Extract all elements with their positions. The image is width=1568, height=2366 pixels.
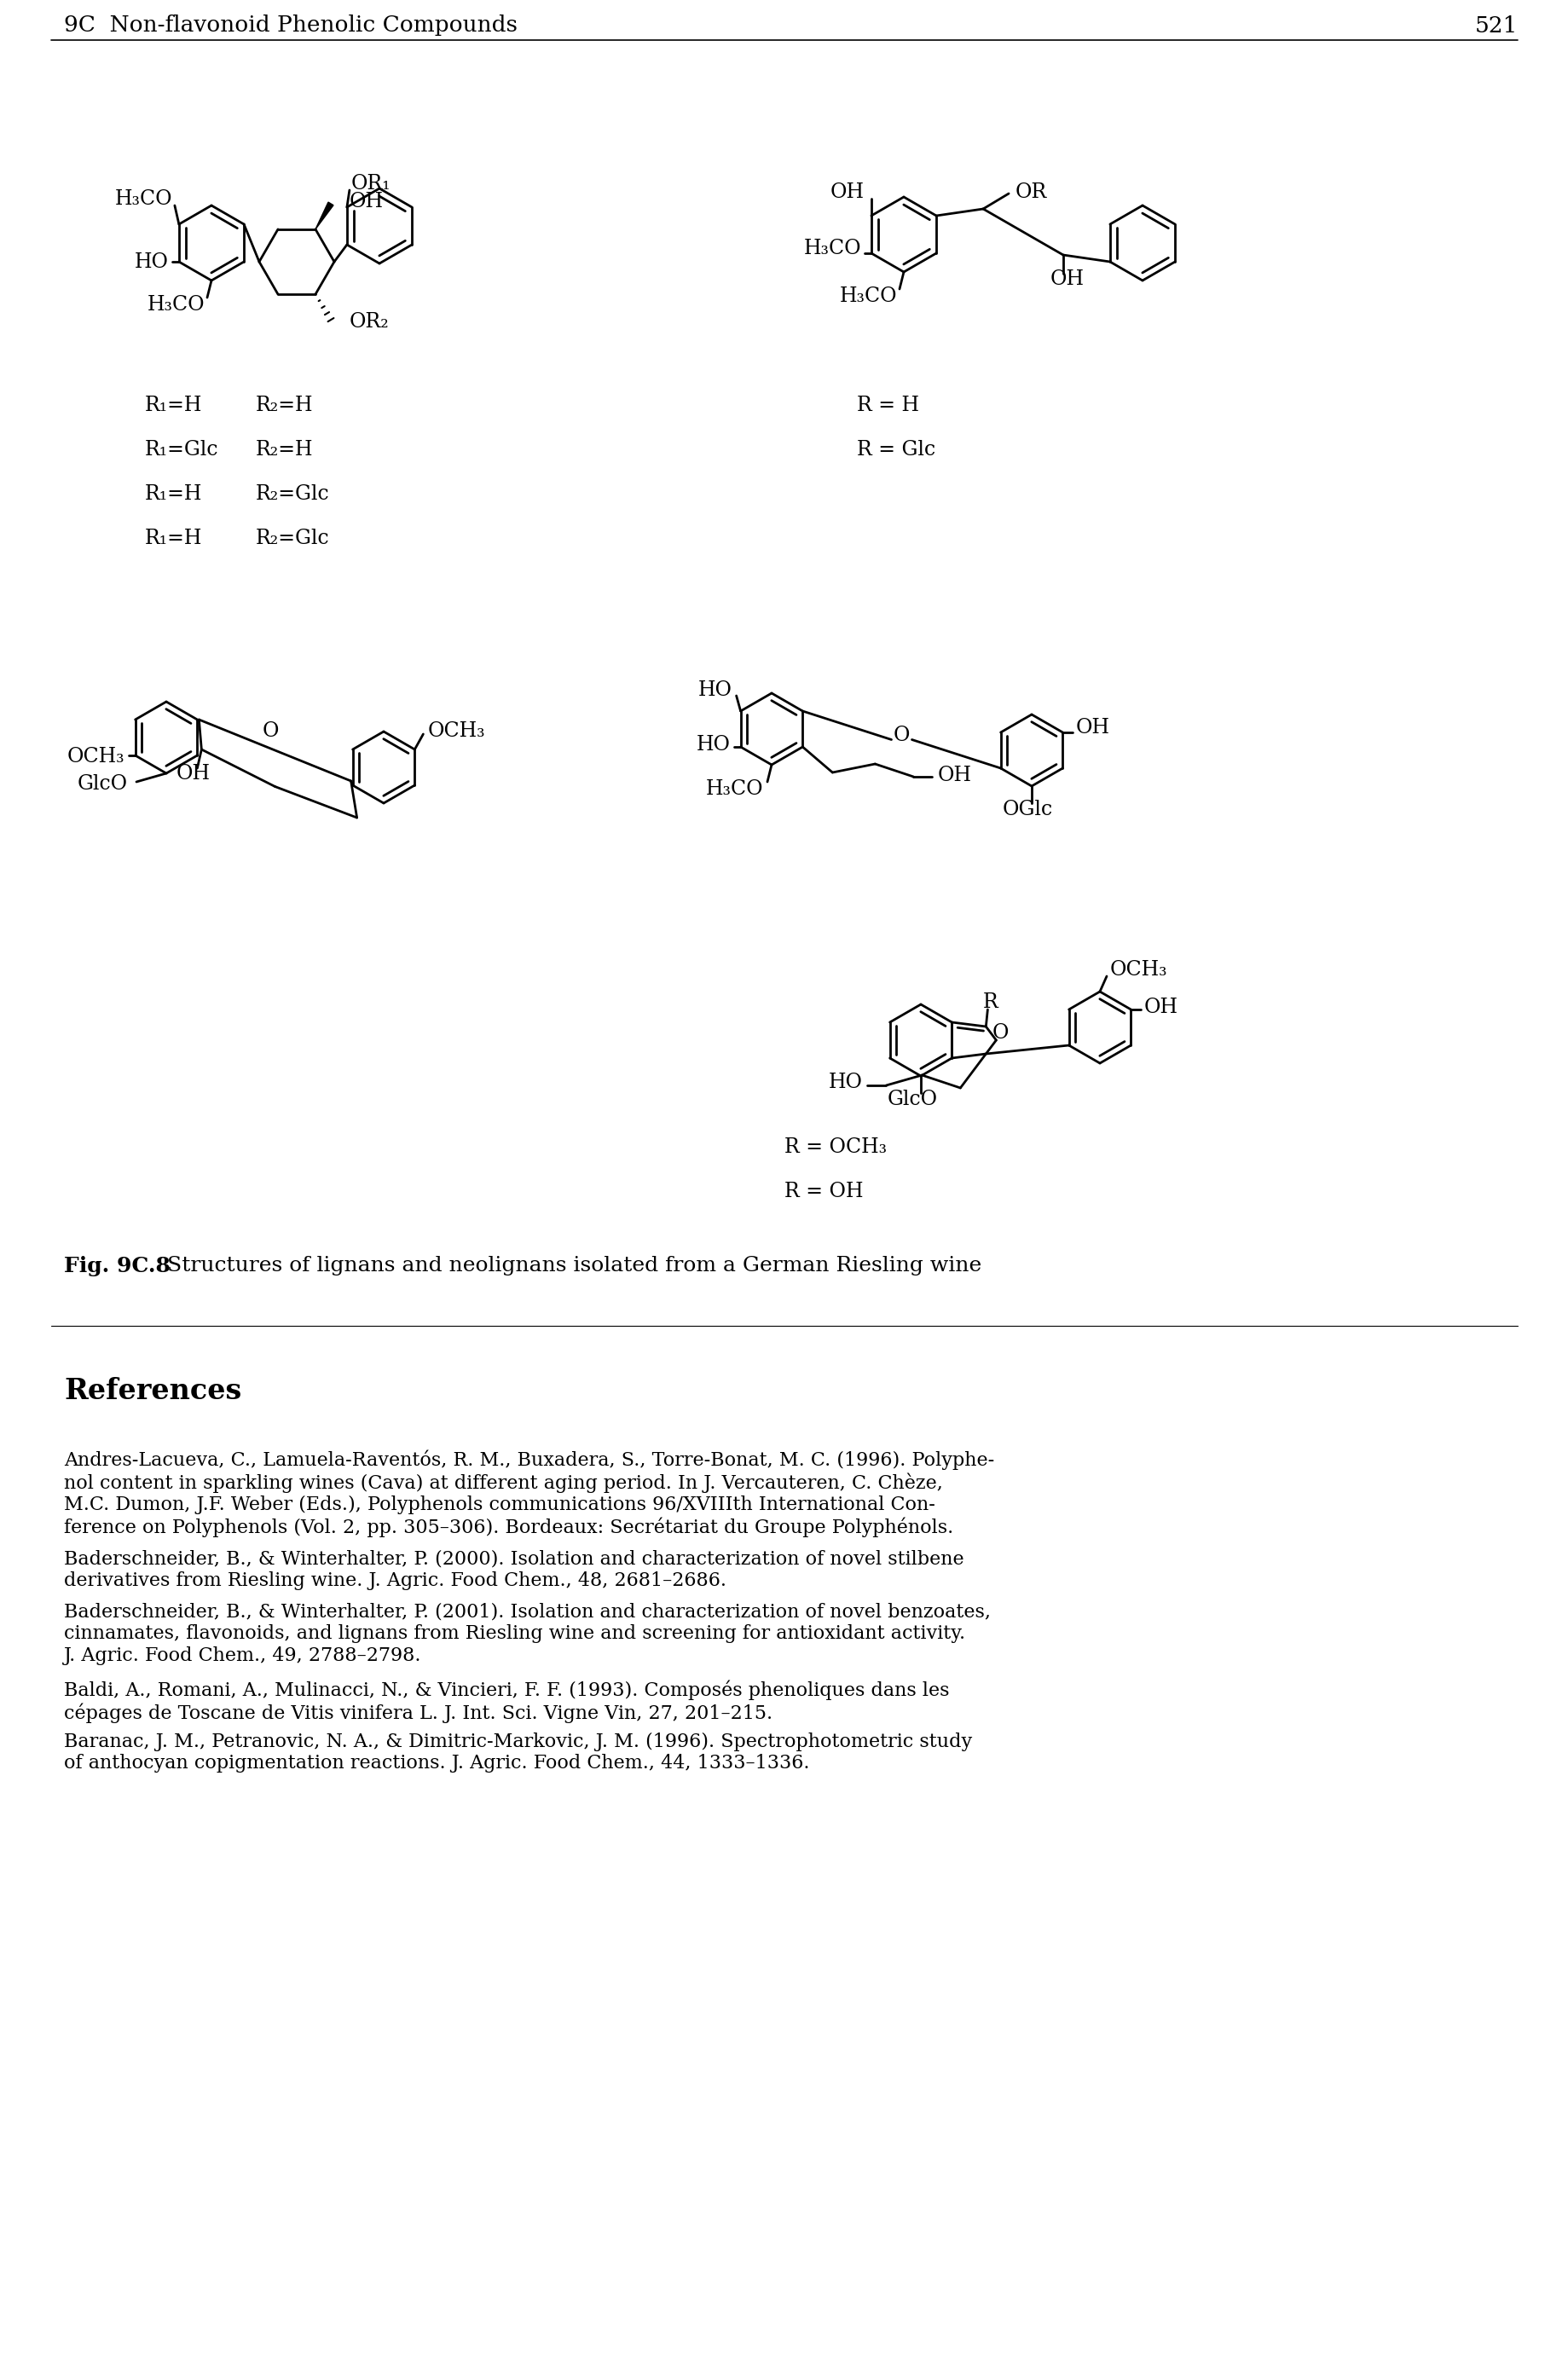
Text: HO: HO xyxy=(828,1074,862,1093)
Text: OCH₃: OCH₃ xyxy=(426,722,485,741)
Text: HO: HO xyxy=(698,679,732,700)
Text: R: R xyxy=(982,994,997,1013)
Text: H₃CO: H₃CO xyxy=(803,239,861,258)
Text: R₁=H: R₁=H xyxy=(144,485,202,504)
Text: R₂=Glc: R₂=Glc xyxy=(256,528,329,549)
Text: 521: 521 xyxy=(1474,14,1516,35)
Text: OR: OR xyxy=(1014,182,1047,201)
Text: Baderschneider, B., & Winterhalter, P. (2001). Isolation and characterization of: Baderschneider, B., & Winterhalter, P. (… xyxy=(64,1602,991,1666)
Text: H₃CO: H₃CO xyxy=(706,778,762,797)
Text: OH: OH xyxy=(176,764,210,783)
Text: OH: OH xyxy=(936,764,971,786)
Text: R = H: R = H xyxy=(856,395,919,414)
Text: GlcO: GlcO xyxy=(77,774,129,793)
Text: Baldi, A., Romani, A., Mulinacci, N., & Vincieri, F. F. (1993). Composés phenoli: Baldi, A., Romani, A., Mulinacci, N., & … xyxy=(64,1680,949,1722)
Text: References: References xyxy=(64,1377,241,1405)
Text: GlcO: GlcO xyxy=(886,1091,938,1110)
Text: HO: HO xyxy=(135,251,169,272)
Text: R₁=H: R₁=H xyxy=(144,528,202,549)
Text: OCH₃: OCH₃ xyxy=(1110,961,1167,980)
Text: R = OCH₃: R = OCH₃ xyxy=(784,1138,886,1157)
Text: OH: OH xyxy=(829,182,864,201)
Text: R = OH: R = OH xyxy=(784,1181,862,1202)
Text: H₃CO: H₃CO xyxy=(839,286,897,305)
Text: R = Glc: R = Glc xyxy=(856,440,935,459)
Text: OH: OH xyxy=(1076,719,1109,738)
Text: 9C  Non-flavonoid Phenolic Compounds: 9C Non-flavonoid Phenolic Compounds xyxy=(64,14,517,35)
Text: O: O xyxy=(991,1024,1008,1043)
Text: R₁=Glc: R₁=Glc xyxy=(144,440,218,459)
Text: OH: OH xyxy=(350,192,384,213)
Text: R₂=H: R₂=H xyxy=(256,395,314,414)
Text: OR₂: OR₂ xyxy=(350,312,389,331)
Text: OH: OH xyxy=(1143,996,1178,1017)
Text: OCH₃: OCH₃ xyxy=(67,748,125,767)
Text: Fig. 9C.8: Fig. 9C.8 xyxy=(64,1256,171,1275)
Text: OR₁: OR₁ xyxy=(351,173,390,194)
Text: Structures of lignans and neolignans isolated from a German Riesling wine: Structures of lignans and neolignans iso… xyxy=(154,1256,982,1275)
Text: O: O xyxy=(262,722,279,741)
Text: OGlc: OGlc xyxy=(1002,800,1052,819)
Text: O: O xyxy=(892,726,909,745)
Text: Baderschneider, B., & Winterhalter, P. (2000). Isolation and characterization of: Baderschneider, B., & Winterhalter, P. (… xyxy=(64,1550,963,1590)
Text: HO: HO xyxy=(696,733,731,755)
Text: R₂=H: R₂=H xyxy=(256,440,314,459)
Text: H₃CO: H₃CO xyxy=(147,296,204,315)
Text: Baranac, J. M., Petranovic, N. A., & Dimitric-Markovic, J. M. (1996). Spectropho: Baranac, J. M., Petranovic, N. A., & Dim… xyxy=(64,1732,972,1772)
Text: OH: OH xyxy=(1051,270,1083,289)
Text: R₁=H: R₁=H xyxy=(144,395,202,414)
Text: R₂=Glc: R₂=Glc xyxy=(256,485,329,504)
Text: H₃CO: H₃CO xyxy=(114,189,172,208)
Text: Andres-Lacueva, C., Lamuela-Raventós, R. M., Buxadera, S., Torre-Bonat, M. C. (1: Andres-Lacueva, C., Lamuela-Raventós, R.… xyxy=(64,1450,994,1538)
Polygon shape xyxy=(315,201,334,230)
